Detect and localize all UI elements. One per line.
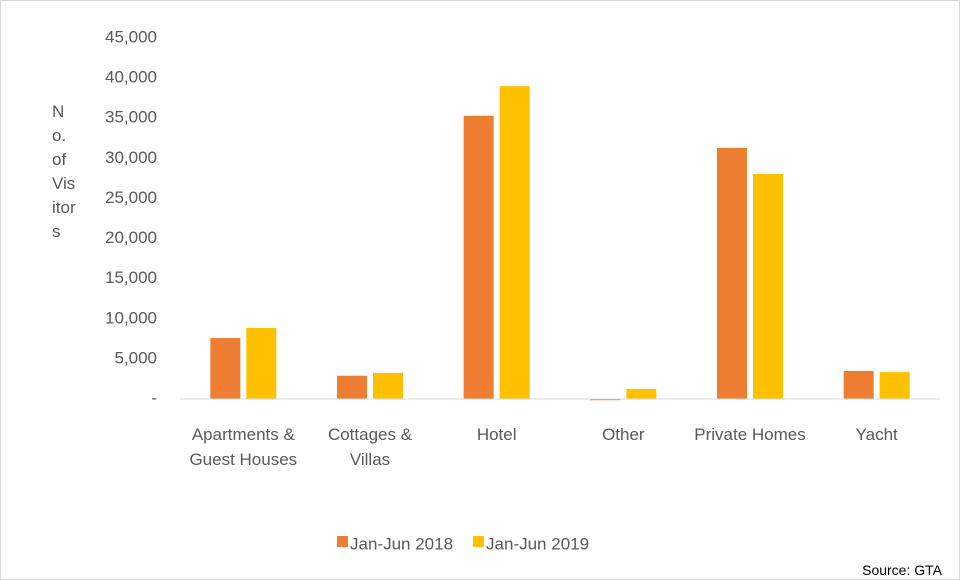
y-tick-label: 15,000: [105, 268, 157, 287]
bar: [626, 388, 657, 399]
bar: [246, 328, 277, 399]
legend-swatch: [473, 536, 485, 547]
bar: [463, 115, 494, 399]
legend-swatch: [337, 536, 348, 547]
x-tick-label: Cottages & Villas: [327, 425, 413, 469]
bar: [590, 399, 621, 401]
x-tick-label: Apartments & Guest Houses: [189, 425, 298, 469]
y-tick-label: -: [151, 388, 157, 407]
y-tick-label: 35,000: [105, 108, 157, 127]
y-tick-label: 40,000: [105, 68, 157, 87]
x-tick-label: Hotel: [476, 425, 517, 444]
y-tick-label: 25,000: [105, 188, 157, 207]
y-tick-label: 30,000: [105, 148, 157, 167]
x-tick-label: Yacht: [855, 425, 898, 444]
x-tick-label: Private Homes: [694, 425, 806, 444]
y-tick-label: 45,000: [105, 27, 157, 46]
x-tick-label: Other: [602, 425, 645, 444]
bar: [337, 375, 367, 399]
bar: [879, 372, 910, 399]
bar: [373, 372, 403, 399]
bar: [717, 147, 747, 399]
legend-label: Jan-Jun 2018: [350, 534, 453, 553]
bar: [753, 173, 783, 399]
y-tick-label: 5,000: [114, 348, 157, 367]
y-tick-label: 20,000: [105, 228, 157, 247]
bar: [843, 370, 874, 399]
source-note: Source: GTA: [862, 562, 942, 578]
bar: [499, 86, 530, 399]
bar: [210, 338, 241, 399]
y-tick-label: 10,000: [105, 308, 157, 327]
legend-label: Jan-Jun 2019: [486, 534, 589, 553]
y-axis-label: No. of Visitors: [52, 102, 76, 241]
